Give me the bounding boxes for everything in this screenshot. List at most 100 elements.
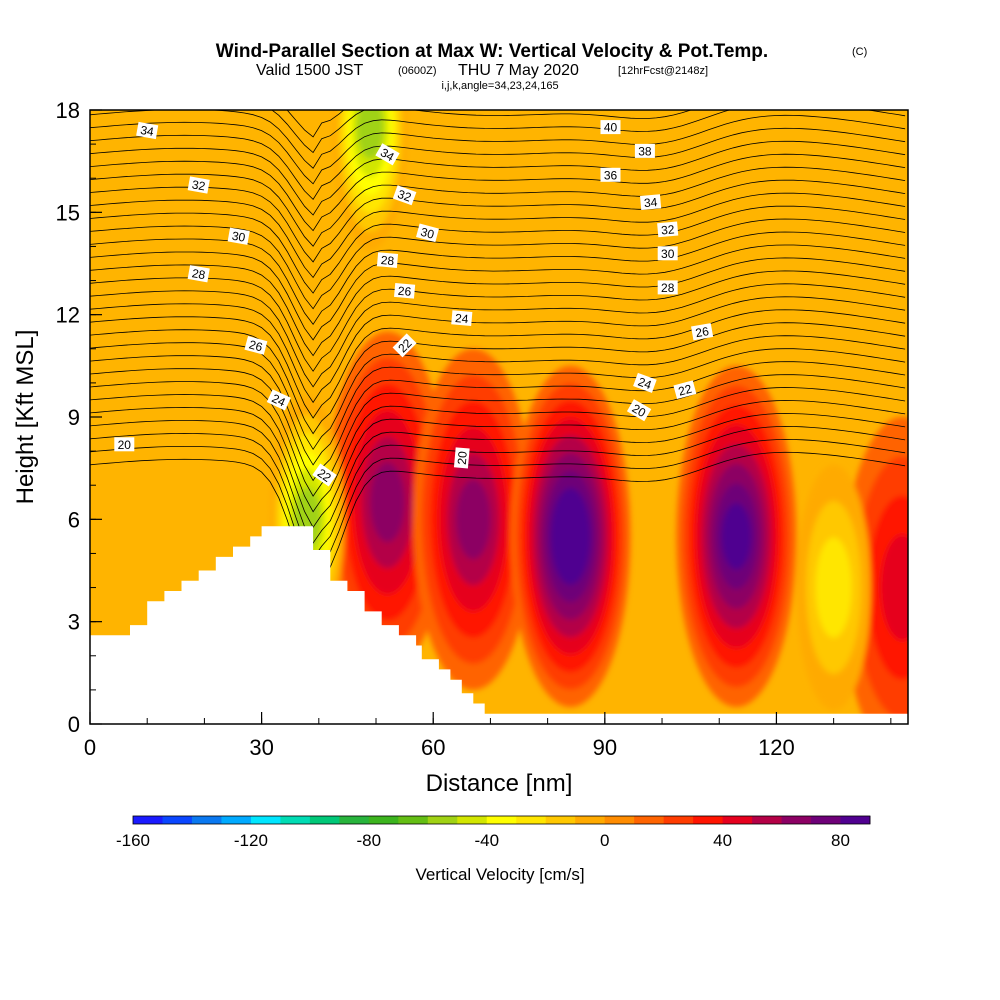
contour-label-text: 34	[643, 195, 658, 210]
contour-label: 20	[453, 447, 470, 469]
contour-label-box	[392, 333, 417, 358]
colorbar-swatch	[722, 816, 753, 824]
isentrope	[90, 322, 906, 435]
downdraft-core	[333, 110, 408, 250]
colorbar-tick-label: -80	[357, 831, 382, 850]
contour-label-text: 34	[378, 145, 397, 164]
contour-label-box	[691, 323, 714, 341]
contour-label-box	[376, 252, 399, 268]
colorbar-swatch	[752, 816, 782, 824]
colorbar-swatch	[280, 816, 311, 824]
colorbar-swatch	[811, 816, 841, 824]
y-tick-label: 9	[68, 405, 80, 430]
plot-area: 3432302826242022343230282624222040383634…	[90, 110, 908, 724]
contour-label-text: 22	[677, 382, 694, 399]
isentrope	[90, 270, 906, 372]
contour-label: 24	[451, 310, 473, 326]
contour-label-box	[600, 167, 621, 182]
valid-time: Valid 1500 JST	[256, 62, 364, 79]
isentrope	[90, 413, 906, 544]
colorbar-swatch	[162, 816, 193, 824]
isentrope	[90, 205, 906, 294]
colorbar-swatch	[339, 816, 370, 824]
contour-label: 34	[136, 121, 159, 140]
copyright-mark: (C)	[852, 46, 867, 58]
contour-label: 22	[392, 333, 417, 358]
colorbar-swatch	[133, 816, 163, 824]
contour-label: 30	[657, 246, 678, 261]
contour-label-text: 28	[380, 253, 395, 268]
colorbar-swatch	[221, 816, 252, 824]
y-tick-label: 15	[56, 200, 80, 225]
contour-label: 26	[244, 336, 268, 355]
downdraft-core	[796, 464, 871, 711]
contour-label-box	[114, 437, 135, 452]
updraft-core	[676, 365, 797, 707]
isentrope	[90, 309, 906, 419]
isentrope	[90, 218, 906, 310]
contour-label-text: 40	[604, 121, 618, 135]
x-tick-label: 60	[421, 735, 445, 760]
velocity-band	[556, 505, 585, 568]
contour-label-box	[640, 194, 662, 210]
y-axis-label: Height [Kft MSL]	[12, 330, 39, 505]
colorbar-tick-label: -160	[116, 831, 150, 850]
contour-label-box	[187, 265, 210, 283]
contour-label-box	[266, 389, 291, 411]
colorbar-swatch	[545, 816, 576, 824]
contour-label-text: 30	[661, 247, 675, 261]
contour-label-text: 32	[191, 177, 207, 193]
isentrope	[90, 153, 906, 232]
isentrope	[90, 335, 906, 451]
updraft-core	[510, 365, 631, 707]
x-tick-label: 120	[758, 735, 795, 760]
y-tick-label: 3	[68, 610, 80, 635]
contour-label: 26	[691, 323, 714, 341]
isentrope	[90, 127, 906, 201]
contour-label-box	[657, 280, 678, 295]
contour-label-box	[673, 380, 697, 400]
isentrope	[90, 400, 906, 529]
isentrope	[90, 451, 906, 591]
grid-indices: i,j,k,angle=34,23,24,165	[441, 80, 558, 92]
valid-date: THU 7 May 2020	[458, 62, 579, 79]
contour-label-text: 26	[694, 324, 710, 340]
colorbar-swatch	[663, 816, 694, 824]
velocity-band	[456, 479, 491, 560]
contour-label: 20	[114, 437, 135, 452]
colorbar-tick-label: -40	[475, 831, 500, 850]
colorbar-tick-label: 0	[600, 831, 609, 850]
colorbar: -160 -120 -80 -40 0 40 80	[116, 815, 871, 850]
chart-title: Wind-Parallel Section at Max W: Vertical…	[216, 41, 768, 62]
colorbar-swatch	[693, 816, 723, 824]
isentrope	[90, 244, 906, 341]
isentrope	[90, 425, 906, 560]
colorbar-swatch	[634, 816, 665, 824]
contour-label: 26	[394, 282, 416, 299]
forecast-info: [12hrFcst@2148z]	[618, 65, 708, 77]
contour-label-box	[633, 372, 657, 393]
contour-label-box	[392, 185, 417, 206]
updraft-core	[327, 331, 448, 673]
colorbar-swatch	[398, 816, 429, 824]
updraft-core	[413, 348, 534, 690]
colorbar-swatch	[516, 816, 547, 824]
velocity-band	[815, 537, 852, 638]
isentrope	[90, 140, 906, 216]
contour-label: 32	[392, 185, 417, 206]
colorbar-swatch	[309, 816, 340, 824]
contour-label: 30	[416, 223, 439, 243]
contour-label-box	[312, 463, 337, 487]
colorbar-frame	[132, 815, 871, 825]
velocity-band	[721, 503, 752, 570]
contour-label-box	[634, 143, 655, 158]
contour-label-text: 32	[660, 222, 675, 237]
potential-temperature-contours	[90, 110, 906, 591]
contour-label: 28	[187, 265, 210, 283]
terrain-mask	[90, 526, 908, 724]
contour-label-text: 24	[454, 311, 469, 326]
velocity-band	[880, 534, 908, 641]
contour-label-text: 36	[604, 168, 618, 182]
colorbar-swatch	[250, 816, 281, 824]
isentrope	[90, 387, 906, 513]
